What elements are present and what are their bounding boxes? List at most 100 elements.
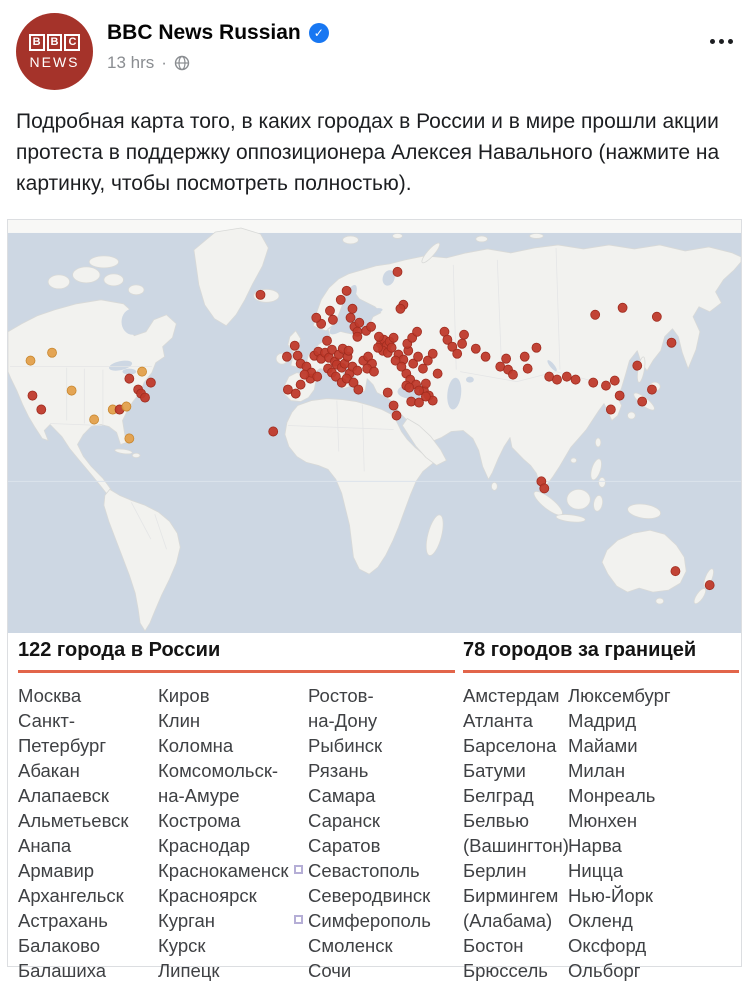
city-name: Красноярск — [158, 885, 257, 906]
protest-city-dot — [457, 338, 467, 349]
city-name: Ростов- на-Дону — [308, 685, 378, 731]
abroad-city-columns: Амстердам Атланта Барселона Батуми Белград Бе… — [463, 683, 739, 983]
world-protest-map — [8, 220, 741, 633]
city-name: Мюнхен — [568, 810, 638, 831]
protest-city-dot — [420, 378, 431, 389]
protest-city-dot — [327, 344, 337, 355]
protest-city-dot — [601, 380, 611, 391]
protest-city-dot — [617, 302, 628, 313]
protest-city-dots — [25, 266, 715, 591]
city-column: Москва Санкт- Петербург Абакан Алапаевск Аль… — [18, 683, 158, 983]
protest-city-dot — [414, 385, 424, 396]
city-name: Бостон — [463, 935, 524, 956]
protest-city-dot — [325, 305, 335, 316]
protest-city-dot — [552, 374, 562, 385]
globe-icon — [174, 55, 190, 71]
city-name: Самара — [308, 785, 376, 806]
city-name: Астрахань — [18, 910, 108, 931]
city-name: Атланта — [463, 710, 533, 731]
bbc-logo-letter: B — [28, 33, 45, 51]
ellipsis-dot — [719, 39, 724, 44]
protest-city-dot — [522, 363, 533, 374]
abroad-section-title: 78 городов за границей — [463, 639, 739, 673]
city-name: Белвью (Вашингтон) — [463, 810, 569, 856]
city-name: Саранск — [308, 810, 380, 831]
protest-city-dot — [290, 388, 301, 399]
city-name: Смоленск — [308, 935, 393, 956]
city-lists: 122 города в России Москва Санкт- Петербу… — [8, 633, 741, 981]
protest-city-dot — [666, 337, 677, 348]
protest-city-dot — [447, 341, 458, 352]
protest-city-dot — [36, 404, 47, 415]
protest-city-dot — [343, 345, 354, 356]
annexed-territory-marker-icon — [294, 915, 303, 924]
world-map-svg — [8, 220, 741, 632]
protest-city-dot — [519, 351, 530, 362]
protest-city-dot — [312, 371, 323, 382]
city-name: Клин — [158, 710, 201, 731]
protest-city-dot — [480, 351, 491, 362]
post-menu-button[interactable] — [710, 13, 733, 44]
city-name: Балаково — [18, 935, 101, 956]
annexed-territory-marker-icon — [294, 865, 303, 874]
meta-separator: · — [161, 53, 167, 72]
city-name: Белград — [463, 785, 534, 806]
bbc-logo-news-word: NEWS — [29, 53, 80, 70]
protest-city-dot — [470, 343, 481, 354]
protest-city-dot — [124, 433, 135, 444]
protest-city-dot — [501, 353, 512, 364]
city-name: Ольборг — [568, 960, 641, 981]
city-name: Симферополь — [294, 908, 455, 933]
city-name: Коломна — [158, 735, 234, 756]
city-name: Алапаевск — [18, 785, 109, 806]
ellipsis-dot — [710, 39, 715, 44]
protest-city-dot — [531, 342, 542, 353]
city-name: Нарва — [568, 835, 622, 856]
city-name: Москва — [18, 685, 82, 706]
protest-city-dot — [418, 363, 428, 374]
protest-city-dot — [588, 377, 599, 388]
city-name: Рыбинск — [308, 735, 383, 756]
city-name: Северодвинск — [308, 885, 431, 906]
city-name: Курган — [158, 910, 215, 931]
protest-city-dot — [299, 369, 310, 380]
protest-city-dot — [427, 348, 438, 359]
protest-city-dot — [637, 396, 648, 407]
city-name: Архангельск — [18, 885, 124, 906]
city-name: Монреаль — [568, 785, 656, 806]
protest-city-dot — [614, 390, 625, 401]
protest-city-dot — [366, 321, 376, 332]
protest-city-dot — [348, 377, 359, 388]
protest-city-dot — [508, 369, 518, 380]
protest-city-dot — [386, 342, 397, 353]
post-meta: 13 hrs · — [107, 53, 710, 73]
page-name-link[interactable]: BBC News Russian — [107, 21, 301, 44]
protest-city-dot — [704, 580, 715, 591]
protest-city-dot — [66, 385, 77, 396]
city-name: Сочи — [308, 960, 352, 981]
protest-city-dot — [124, 373, 135, 384]
protest-city-dot — [89, 414, 100, 425]
protest-city-dot — [137, 366, 147, 377]
protest-city-dot — [609, 375, 620, 386]
bbc-news-avatar[interactable]: B B C NEWS — [16, 13, 93, 90]
city-name: Балашиха — [18, 960, 107, 981]
protest-city-dot — [335, 294, 346, 305]
protest-city-dot — [382, 387, 393, 398]
protest-city-dot — [442, 334, 453, 345]
protest-city-dot — [47, 347, 57, 358]
protest-city-dot — [413, 351, 423, 362]
landmasses — [8, 227, 741, 632]
protest-city-dot — [352, 365, 363, 376]
city-name: Люксембург — [568, 685, 671, 706]
post-image-link[interactable]: 122 города в России Москва Санкт- Петербу… — [7, 219, 742, 981]
city-name: Майами — [568, 735, 638, 756]
timestamp-link[interactable]: 13 hrs — [107, 53, 155, 72]
russia-section-title: 122 города в России — [18, 639, 455, 673]
protest-city-dot — [345, 312, 356, 323]
city-name: Милан — [568, 760, 626, 781]
ellipsis-dot — [728, 39, 733, 44]
russia-city-columns: Москва Санкт- Петербург Абакан Алапаевск Аль… — [18, 683, 455, 983]
city-name: Комсомольск- на-Амуре — [158, 760, 279, 806]
